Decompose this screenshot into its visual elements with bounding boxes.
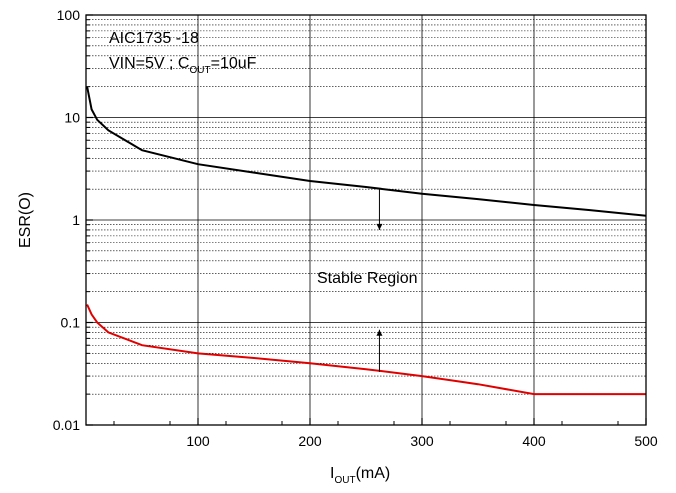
region-arrow-head (376, 329, 383, 336)
x-tick-label: 500 (634, 433, 658, 449)
series-line-1 (86, 86, 647, 217)
y-tick-label: 0.1 (61, 315, 81, 331)
x-axis-label-sub: OUT (334, 475, 355, 486)
y-tick-label: 0.01 (53, 417, 80, 433)
x-axis-label: IOUT(mA) (330, 465, 390, 486)
region-arrow-head (376, 223, 383, 230)
x-tick-label: 400 (522, 433, 546, 449)
y-tick-label: 10 (64, 110, 80, 126)
x-axis-label-main: I (330, 465, 334, 482)
x-tick-label: 100 (186, 433, 210, 449)
tick-layer: 0.01 0.1 1 10 100 100 200 300 400 500 (53, 7, 658, 449)
annotation-conditions-main: VIN=5V ; C (109, 55, 189, 72)
x-axis-label-rest: (mA) (356, 465, 391, 482)
minor-grid (86, 19, 646, 395)
x-tick-label: 300 (410, 433, 434, 449)
y-tick-label: 1 (72, 212, 80, 228)
series-line-2 (86, 304, 646, 396)
annotation-conditions: VIN=5V ; COUT=10uF (109, 55, 257, 76)
annotation-conditions-sub: OUT (189, 65, 210, 76)
y-axis-label: ESR(O) (17, 192, 34, 248)
annotation-stable-region: Stable Region (317, 270, 418, 287)
annotation-model: AIC1735 -18 (109, 30, 199, 47)
x-tick-label: 200 (298, 433, 322, 449)
annotation-conditions-rest: =10uF (211, 55, 257, 72)
arrow-layer (376, 189, 383, 372)
y-tick-label: 100 (57, 7, 81, 23)
series-layer (86, 86, 647, 396)
